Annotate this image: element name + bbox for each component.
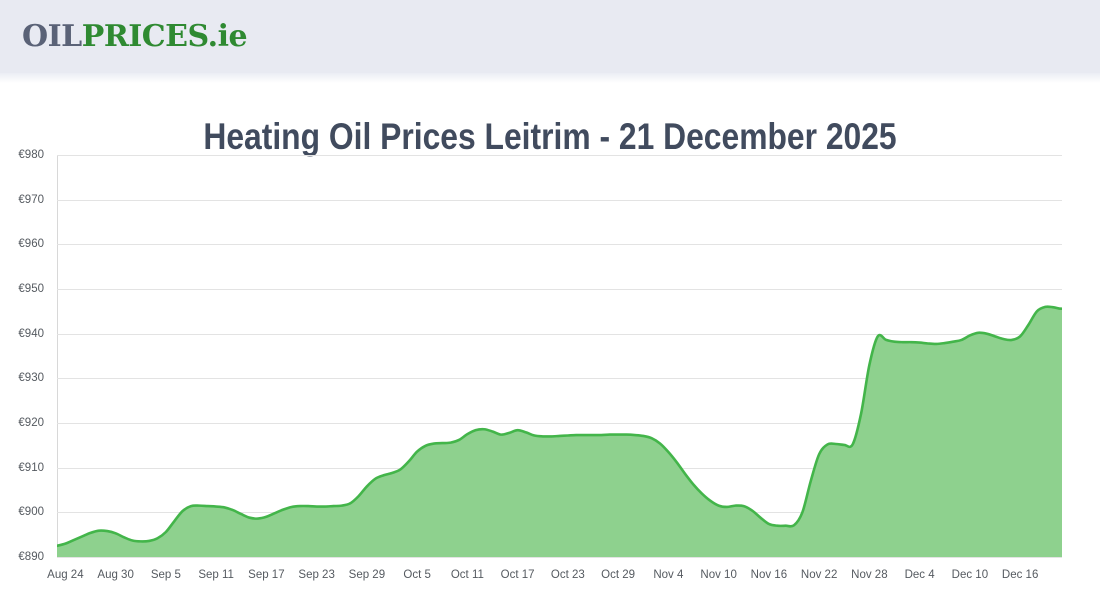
price-line — [57, 305, 1062, 548]
x-tick-label: Nov 4 — [653, 569, 684, 581]
x-tick-label: Dec 4 — [904, 569, 935, 581]
x-tick-label: Sep 5 — [150, 569, 181, 581]
logo-text-tld: .ie — [207, 19, 248, 54]
site-header: OILPRICES.ie — [0, 0, 1100, 83]
price-series-area — [57, 305, 1062, 557]
y-tick-label: €960 — [18, 238, 44, 251]
grid-line — [57, 378, 1062, 380]
grid-line — [57, 333, 1062, 335]
x-tick-label: Dec 10 — [951, 569, 989, 581]
x-tick-label: Oct 17 — [500, 569, 535, 581]
y-tick-label: €980 — [18, 149, 44, 161]
page-title: Heating Oil Prices Leitrim - 21 December… — [203, 115, 897, 157]
x-tick-label: Oct 5 — [403, 569, 431, 581]
y-axis-line — [57, 155, 58, 558]
y-tick-label: €950 — [18, 283, 44, 295]
y-tick-label: €900 — [18, 506, 44, 519]
x-tick-label: Nov 22 — [800, 569, 838, 581]
grid-line — [57, 244, 1062, 246]
site-logo[interactable]: OILPRICES.ie — [22, 19, 248, 54]
price-area-fill — [57, 306, 1062, 557]
price-chart: €980 €970 €960 €950 €940 €930 €920 €910 €900 €890… — [0, 140, 1100, 600]
grid-line — [57, 557, 1062, 558]
logo-text-oil: OIL — [22, 19, 82, 54]
x-tick-label: Nov 28 — [851, 569, 888, 581]
grid-line — [57, 155, 1062, 156]
y-tick-label: €970 — [18, 193, 44, 206]
x-tick-label: Sep 23 — [298, 569, 335, 581]
y-tick-label: €930 — [18, 372, 44, 385]
x-tick-label: Oct 23 — [550, 569, 585, 581]
grid-line — [57, 289, 1062, 290]
x-tick-label: Dec 16 — [1001, 569, 1039, 581]
x-tick-label: Aug 30 — [97, 569, 134, 581]
y-tick-label: €890 — [18, 551, 44, 563]
y-tick-label: €910 — [18, 461, 44, 474]
x-tick-label: Sep 29 — [348, 569, 386, 581]
y-tick-label: €920 — [18, 417, 44, 429]
grid-line — [57, 423, 1062, 424]
x-tick-label: Oct 29 — [601, 569, 636, 581]
x-tick-label: Sep 11 — [198, 569, 234, 581]
x-tick-label: Nov 10 — [700, 569, 737, 581]
plot-area — [57, 155, 1062, 558]
x-tick-label: Nov 16 — [750, 569, 788, 581]
x-tick-label: Oct 11 — [450, 569, 484, 581]
x-tick-label: Aug 24 — [47, 569, 84, 581]
y-tick-label: €940 — [18, 327, 44, 340]
x-tick-label: Sep 17 — [248, 569, 285, 581]
logo-text-prices: PRICES — [81, 19, 208, 54]
grid-line — [57, 199, 1062, 201]
